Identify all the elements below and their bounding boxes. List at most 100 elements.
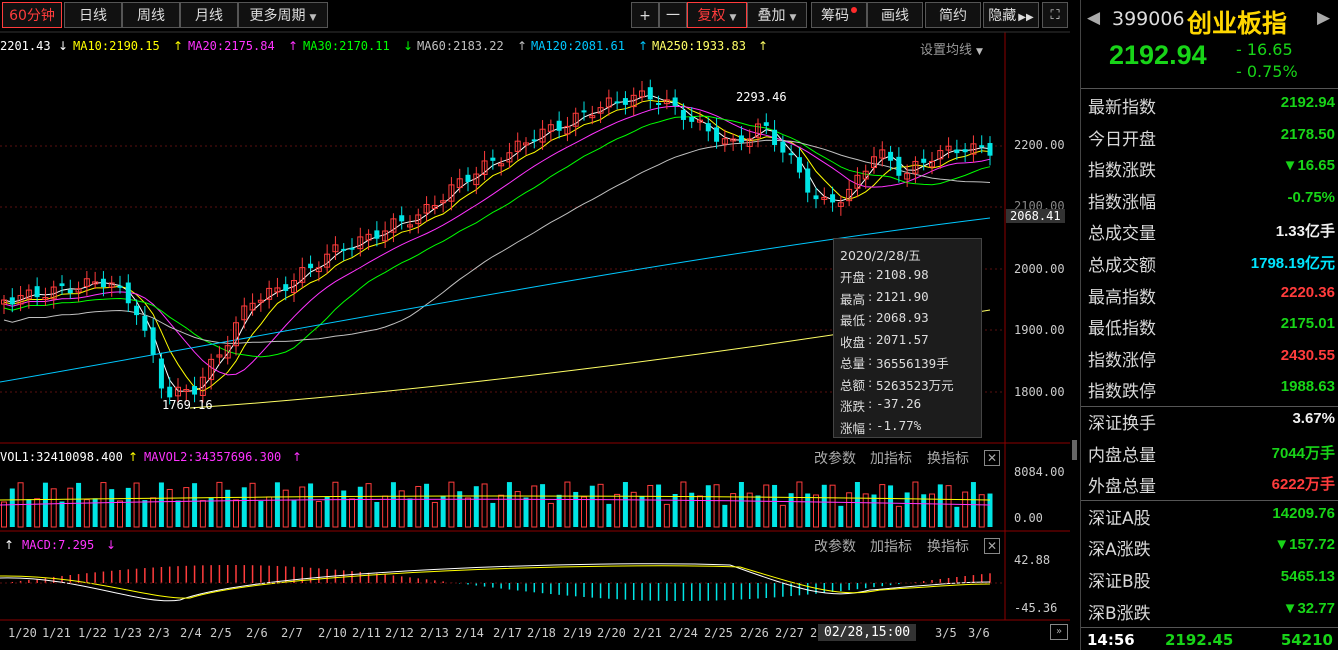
stat-row: 深证B股 5465.13	[1081, 562, 1338, 594]
restore-rights-dropdown[interactable]: 复权 ▼	[687, 2, 747, 28]
vol-switch-indicator-button[interactable]: 换指标	[927, 451, 969, 467]
volume-bar	[448, 481, 455, 528]
candle-body	[473, 173, 480, 186]
candle-body	[308, 263, 314, 269]
stat-value: 2430.55	[1280, 346, 1335, 364]
volume-bar	[291, 499, 297, 527]
fullscreen-icon[interactable]: ⛶	[1042, 2, 1068, 28]
arrow-down-icon: ↓	[106, 538, 117, 552]
candle-body	[896, 156, 902, 176]
candle-body	[34, 286, 40, 298]
volume-bar	[730, 493, 737, 528]
volume-bar	[547, 502, 554, 528]
candle-body	[92, 281, 99, 285]
volume-bar	[805, 493, 811, 527]
period-day-tab[interactable]: 日线	[64, 2, 122, 28]
candle-body	[514, 140, 521, 152]
period-week-tab[interactable]: 周线	[122, 2, 180, 28]
volume-bar	[663, 503, 670, 528]
candle-body	[572, 112, 579, 127]
candle-body	[216, 354, 223, 358]
volume-bar	[50, 488, 57, 528]
vol-close-icon[interactable]: ✕	[984, 450, 1000, 466]
arrow-down-icon: ↓	[403, 39, 414, 53]
volume-bar	[233, 499, 239, 528]
volume-bar	[490, 502, 496, 527]
arrow-up-icon: ↑	[517, 39, 528, 53]
chips-button[interactable]: 筹码	[811, 2, 867, 28]
volume-bar	[133, 482, 140, 528]
volume-bar	[821, 484, 827, 527]
more-periods-dropdown[interactable]: 更多周期 ▼	[238, 2, 328, 28]
macd-add-indicator-button[interactable]: 加指标	[870, 539, 912, 555]
set-ma-button[interactable]: 设置均线 ▼	[920, 39, 983, 58]
date-tick: 2/11	[352, 626, 381, 640]
hide-button[interactable]: 隐藏 ▶▶	[983, 2, 1039, 28]
zoom-in-button[interactable]: +	[631, 2, 659, 28]
candle-body	[597, 107, 604, 114]
volume-bar	[614, 493, 621, 528]
stat-row: 指数涨幅 -0.75%	[1081, 183, 1338, 215]
candle-body	[50, 286, 57, 300]
draw-line-button[interactable]: 画线	[867, 2, 923, 28]
volume-bar	[125, 487, 131, 527]
macd-tick-min: -45.36	[1014, 601, 1058, 615]
candle-body	[274, 287, 281, 293]
splitter-handle[interactable]	[1072, 440, 1077, 460]
chart-area[interactable]: 60分钟 日线 周线 月线 更多周期 ▼ + 一 复权 ▼ 叠加 ▼ 筹码 画线 简约…	[0, 0, 1070, 650]
volume-bar	[829, 484, 836, 528]
stat-label: 深证B股	[1088, 572, 1151, 592]
panel-splitter[interactable]	[1070, 0, 1080, 650]
tooltip-colon: :	[868, 331, 873, 347]
volume-bar	[100, 482, 107, 528]
macd-switch-indicator-button[interactable]: 换指标	[927, 539, 969, 555]
candle-body	[100, 278, 106, 288]
ma20-value: MA20:2175.84	[188, 39, 275, 53]
volume-bar	[763, 484, 770, 528]
stat-label: 深B涨跌	[1088, 603, 1151, 624]
overlay-dropdown[interactable]: 叠加 ▼	[747, 2, 807, 28]
stat-row: 深证换手 3.67%	[1081, 404, 1338, 436]
volume-bar	[796, 481, 803, 528]
candle-body	[556, 120, 562, 131]
prev-index-icon[interactable]: ◀	[1087, 8, 1101, 28]
candle-body	[639, 90, 645, 98]
tooltip-value: 2108.98	[876, 267, 929, 282]
ma-legend: 2201.43 ↓ MA10:2190.15 ↑ MA20:2175.84 ↑ …	[0, 36, 1000, 56]
stat-label: 指数涨幅	[1088, 192, 1156, 213]
scroll-right-icon[interactable]: »	[1050, 624, 1068, 640]
volume-bar	[440, 495, 446, 527]
volume-bar	[109, 489, 115, 527]
candle-body	[299, 267, 306, 283]
stat-row: 总成交额 1798.19亿元	[1081, 246, 1338, 278]
volume-bar	[299, 486, 306, 528]
macd-close-icon[interactable]: ✕	[984, 538, 1000, 554]
stat-value: 1798.19亿元	[1250, 255, 1335, 272]
stat-label: 今日开盘	[1088, 129, 1156, 150]
volume-bar	[606, 503, 612, 527]
zoom-out-button[interactable]: 一	[659, 2, 687, 28]
next-index-icon[interactable]: ▶	[1317, 8, 1331, 28]
volume-bar	[639, 496, 645, 527]
volume-bar	[76, 482, 82, 527]
macd-change-params-button[interactable]: 改参数	[814, 539, 856, 555]
period-60min-tab[interactable]: 60分钟	[2, 2, 62, 28]
candle-body	[962, 149, 968, 153]
dif-line	[0, 563, 991, 602]
price-tick-1900: 1900.00	[1014, 323, 1065, 337]
period-month-tab[interactable]: 月线	[180, 2, 238, 28]
candle-body	[772, 129, 778, 146]
ma10-value: MA10:2190.15	[73, 39, 160, 53]
vol-change-params-button[interactable]: 改参数	[814, 451, 856, 467]
candle-body	[705, 123, 711, 132]
stat-value: -0.75%	[1287, 188, 1335, 206]
volume-bar	[332, 481, 339, 528]
candle-body	[755, 123, 761, 138]
vol-add-indicator-button[interactable]: 加指标	[870, 451, 912, 467]
stat-value: 7044万手	[1271, 444, 1335, 462]
volume-bar	[357, 486, 363, 527]
candle-body	[605, 97, 612, 108]
candle-body	[175, 386, 181, 397]
simple-mode-button[interactable]: 简约	[925, 2, 981, 28]
candle-body	[796, 157, 802, 173]
